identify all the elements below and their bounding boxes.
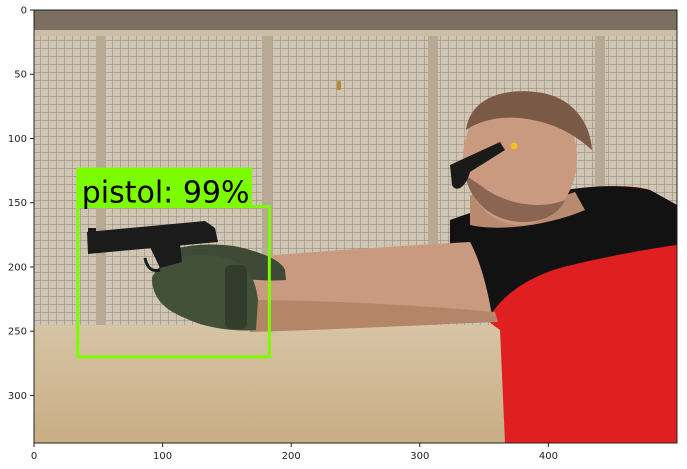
x-axis: 0 100 200 300 400 bbox=[31, 443, 558, 462]
x-tick-label: 400 bbox=[539, 451, 558, 462]
detection-label: pistol: 99% bbox=[82, 176, 250, 211]
y-axis: 0 50 100 150 200 250 300 bbox=[8, 6, 34, 402]
x-tick-label: 300 bbox=[410, 451, 429, 462]
x-tick-label: 100 bbox=[153, 451, 172, 462]
axes-frame bbox=[33, 9, 678, 444]
y-tick-label: 250 bbox=[8, 327, 27, 338]
photo bbox=[34, 10, 677, 443]
pistol-shape bbox=[87, 221, 218, 272]
detection-label-background bbox=[76, 167, 253, 207]
y-tick-label: 100 bbox=[8, 134, 27, 145]
x-tick-label: 0 bbox=[31, 451, 37, 462]
y-tick-label: 200 bbox=[8, 262, 27, 273]
y-tick-label: 300 bbox=[8, 391, 27, 402]
y-tick-label: 150 bbox=[8, 198, 27, 209]
y-tick-label: 50 bbox=[14, 70, 27, 81]
y-tick-label: 0 bbox=[21, 6, 27, 17]
x-tick-label: 200 bbox=[282, 451, 301, 462]
